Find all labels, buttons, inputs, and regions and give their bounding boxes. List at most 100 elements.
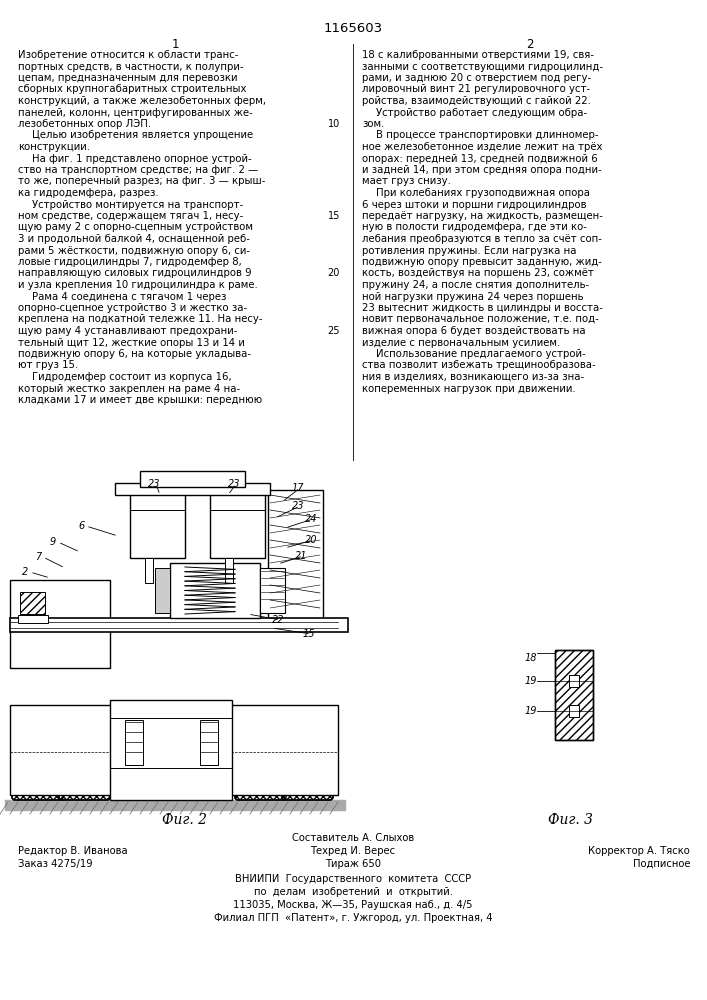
Text: ловые гидроцилиндры 7, гидродемфер 8,: ловые гидроцилиндры 7, гидродемфер 8, bbox=[18, 257, 242, 267]
Bar bbox=[155, 568, 170, 613]
Text: креплена на подкатной тележке 11. На несу-: креплена на подкатной тележке 11. На нес… bbox=[18, 314, 262, 324]
Text: направляющую силовых гидроцилиндров 9: направляющую силовых гидроцилиндров 9 bbox=[18, 268, 252, 278]
Text: 23: 23 bbox=[228, 479, 240, 489]
Text: 25: 25 bbox=[327, 326, 340, 336]
Bar bbox=[569, 675, 579, 687]
Text: 2: 2 bbox=[526, 38, 534, 51]
Bar bbox=[110, 700, 232, 800]
FancyBboxPatch shape bbox=[282, 717, 333, 800]
Text: ной нагрузки пружина 24 через поршень: ной нагрузки пружина 24 через поршень bbox=[362, 292, 583, 302]
Text: Целью изобретения является упрощение: Целью изобретения является упрощение bbox=[32, 130, 253, 140]
Text: ное железобетонное изделие лежит на трёх: ное железобетонное изделие лежит на трёх bbox=[362, 142, 602, 152]
Text: и узла крепления 10 гидроцилиндра к раме.: и узла крепления 10 гидроцилиндра к раме… bbox=[18, 280, 258, 290]
Text: 18: 18 bbox=[525, 653, 537, 663]
Text: Фиг. 3: Фиг. 3 bbox=[547, 813, 592, 827]
FancyBboxPatch shape bbox=[12, 717, 63, 800]
Text: ка гидродемфера, разрез.: ка гидродемфера, разрез. bbox=[18, 188, 158, 198]
Text: Гидродемфер состоит из корпуса 16,: Гидродемфер состоит из корпуса 16, bbox=[32, 372, 232, 382]
Text: 19: 19 bbox=[525, 706, 537, 716]
Text: копеременных нагрузок при движении.: копеременных нагрузок при движении. bbox=[362, 383, 575, 393]
Bar bbox=[268, 490, 323, 620]
Bar bbox=[115, 483, 270, 495]
Text: 10: 10 bbox=[328, 119, 340, 129]
Text: 23: 23 bbox=[292, 501, 305, 511]
Text: рами 5 жёсткости, подвижную опору 6, си-: рами 5 жёсткости, подвижную опору 6, си- bbox=[18, 245, 250, 255]
Bar bbox=[170, 563, 260, 618]
Text: кость, воздействуя на поршень 23, сожмёт: кость, воздействуя на поршень 23, сожмёт bbox=[362, 268, 594, 278]
Text: Техред И. Верес: Техред И. Верес bbox=[310, 846, 395, 856]
Text: Редактор В. Иванова: Редактор В. Иванова bbox=[18, 846, 128, 856]
Bar bbox=[555, 650, 593, 740]
Text: 6: 6 bbox=[78, 521, 84, 531]
Text: который жестко закреплен на раме 4 на-: который жестко закреплен на раме 4 на- bbox=[18, 383, 240, 393]
Text: кладками 17 и имеет две крышки: переднюю: кладками 17 и имеет две крышки: переднюю bbox=[18, 395, 262, 405]
Text: конструкций, а также железобетонных ферм,: конструкций, а также железобетонных ферм… bbox=[18, 96, 266, 106]
Bar bbox=[10, 618, 348, 632]
Bar bbox=[225, 558, 233, 583]
Text: 23 вытеснит жидкость в цилиндры и восста-: 23 вытеснит жидкость в цилиндры и восста… bbox=[362, 303, 603, 313]
Text: пружину 24, а после снятия дополнитель-: пружину 24, а после снятия дополнитель- bbox=[362, 280, 589, 290]
Text: ния в изделиях, возникающего из-за зна-: ния в изделиях, возникающего из-за зна- bbox=[362, 372, 584, 382]
Text: 22: 22 bbox=[272, 615, 284, 625]
Text: Филиал ПГП  «Патент», г. Ужгород, ул. Проектная, 4: Филиал ПГП «Патент», г. Ужгород, ул. Про… bbox=[214, 913, 492, 923]
Text: тельный щит 12, жесткие опоры 13 и 14 и: тельный щит 12, жесткие опоры 13 и 14 и bbox=[18, 338, 245, 348]
Text: сборных крупногабаритных строительных: сборных крупногабаритных строительных bbox=[18, 85, 247, 95]
Text: лировочный винт 21 регулировочного уст-: лировочный винт 21 регулировочного уст- bbox=[362, 85, 590, 95]
Text: мает груз снизу.: мает груз снизу. bbox=[362, 176, 451, 186]
Text: 6 через штоки и поршни гидроцилиндров: 6 через штоки и поршни гидроцилиндров bbox=[362, 200, 587, 210]
FancyBboxPatch shape bbox=[59, 717, 110, 800]
Text: ют груз 15.: ют груз 15. bbox=[18, 360, 78, 370]
Text: На фиг. 1 представлено опорное устрой-: На фиг. 1 представлено опорное устрой- bbox=[32, 153, 252, 163]
Text: лезобетонных опор ЛЭП.: лезобетонных опор ЛЭП. bbox=[18, 119, 151, 129]
Text: то же, поперечный разрез; на фиг. 3 — крыш-: то же, поперечный разрез; на фиг. 3 — кр… bbox=[18, 176, 265, 186]
Text: панелей, колонн, центрифугированных же-: панелей, колонн, центрифугированных же- bbox=[18, 107, 252, 117]
Text: 1165603: 1165603 bbox=[323, 22, 382, 35]
Text: 24: 24 bbox=[305, 514, 317, 524]
Text: ную в полости гидродемфера, где эти ко-: ную в полости гидродемфера, где эти ко- bbox=[362, 223, 587, 232]
Bar bbox=[210, 490, 265, 558]
Text: Заказ 4275/19: Заказ 4275/19 bbox=[18, 859, 93, 869]
Text: Подписное: Подписное bbox=[633, 859, 690, 869]
Text: ство на транспортном средстве; на фиг. 2 —: ство на транспортном средстве; на фиг. 2… bbox=[18, 165, 258, 175]
Text: щую раму 4 устанавливают предохрани-: щую раму 4 устанавливают предохрани- bbox=[18, 326, 238, 336]
Text: 17: 17 bbox=[292, 483, 305, 493]
Text: щую раму 2 с опорно-сцепным устройством: щую раму 2 с опорно-сцепным устройством bbox=[18, 223, 253, 232]
Text: Корректор А. Тяско: Корректор А. Тяско bbox=[588, 846, 690, 856]
Text: 20: 20 bbox=[305, 535, 317, 545]
Text: 21: 21 bbox=[295, 551, 308, 561]
Bar bbox=[130, 490, 185, 558]
Text: опорно-сцепное устройство 3 и жестко за-: опорно-сцепное устройство 3 и жестко за- bbox=[18, 303, 247, 313]
Text: Использование предлагаемого устрой-: Использование предлагаемого устрой- bbox=[376, 349, 585, 359]
Text: ротивления пружины. Если нагрузка на: ротивления пружины. Если нагрузка на bbox=[362, 245, 576, 255]
Text: занными с соответствующими гидроцилинд-: занными с соответствующими гидроцилинд- bbox=[362, 62, 603, 72]
Text: по  делам  изобретений  и  открытий.: по делам изобретений и открытий. bbox=[254, 887, 452, 897]
Text: В процессе транспортировки длинномер-: В процессе транспортировки длинномер- bbox=[376, 130, 599, 140]
Text: 2: 2 bbox=[22, 567, 28, 577]
Text: Тираж 650: Тираж 650 bbox=[325, 859, 381, 869]
Text: опорах: передней 13, средней подвижной 6: опорах: передней 13, средней подвижной 6 bbox=[362, 153, 597, 163]
Text: лебания преобразуются в тепло за счёт соп-: лебания преобразуются в тепло за счёт со… bbox=[362, 234, 602, 244]
Bar bbox=[140, 471, 245, 487]
Text: зом.: зом. bbox=[362, 119, 385, 129]
Text: подвижную опору 6, на которые укладыва-: подвижную опору 6, на которые укладыва- bbox=[18, 349, 251, 359]
Text: рами, и заднюю 20 с отверстием под регу-: рами, и заднюю 20 с отверстием под регу- bbox=[362, 73, 591, 83]
Bar bbox=[569, 705, 579, 717]
Text: 3 и продольной балкой 4, оснащенной реб-: 3 и продольной балкой 4, оснащенной реб- bbox=[18, 234, 250, 244]
Text: Устройство работает следующим обра-: Устройство работает следующим обра- bbox=[376, 107, 587, 117]
Bar bbox=[10, 705, 338, 795]
Text: Рама 4 соединена с тягачом 1 через: Рама 4 соединена с тягачом 1 через bbox=[32, 292, 226, 302]
Text: передаёт нагрузку, на жидкость, размещен-: передаёт нагрузку, на жидкость, размещен… bbox=[362, 211, 603, 221]
Text: Составитель А. Слыхов: Составитель А. Слыхов bbox=[292, 833, 414, 843]
Text: 20: 20 bbox=[327, 268, 340, 278]
Bar bbox=[10, 580, 110, 668]
Text: 23: 23 bbox=[148, 479, 160, 489]
Text: Фиг. 2: Фиг. 2 bbox=[163, 813, 207, 827]
Text: 113035, Москва, Ж—35, Раушская наб., д. 4/5: 113035, Москва, Ж—35, Раушская наб., д. … bbox=[233, 900, 473, 910]
Bar bbox=[145, 558, 153, 583]
Text: изделие с первоначальным усилием.: изделие с первоначальным усилием. bbox=[362, 338, 560, 348]
Text: цепам, предназначенным для перевозки: цепам, предназначенным для перевозки bbox=[18, 73, 238, 83]
Text: 15: 15 bbox=[327, 211, 340, 221]
Text: подвижную опору превысит заданную, жид-: подвижную опору превысит заданную, жид- bbox=[362, 257, 602, 267]
Text: конструкции.: конструкции. bbox=[18, 142, 90, 152]
Text: ства позволит избежать трещинообразова-: ства позволит избежать трещинообразова- bbox=[362, 360, 595, 370]
